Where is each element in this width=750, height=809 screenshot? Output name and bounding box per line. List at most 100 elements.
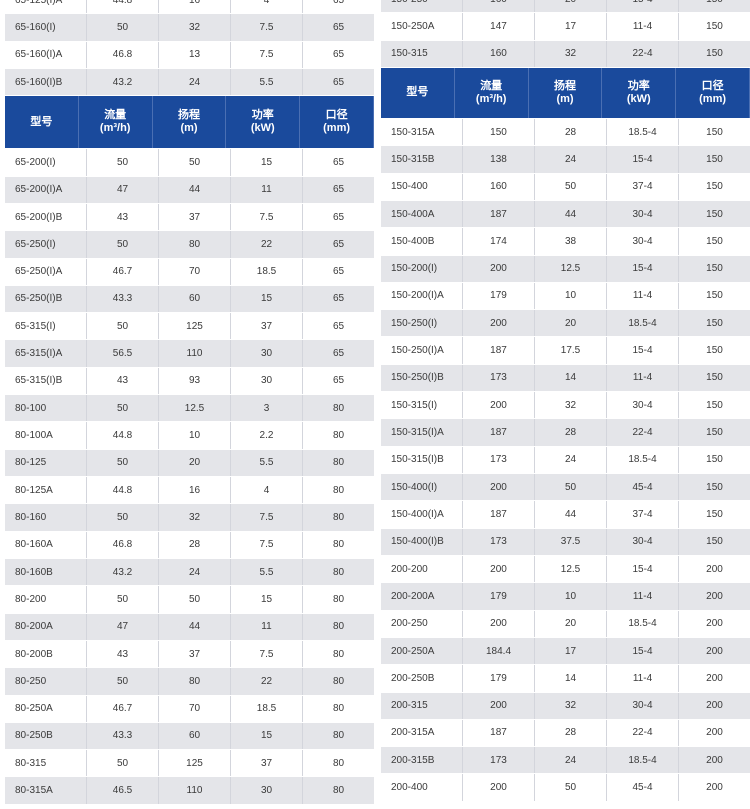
model-cell: 65-200(I)A [5,176,87,203]
model-cell: 200-250B [381,665,463,692]
head-cell: 17 [535,637,607,665]
header-head-line: 扬程 [177,109,200,122]
model-cell: 65-250(I)A [5,258,87,285]
diameter-cell: 150 [706,454,723,466]
head-cell: 10 [159,422,231,449]
flow-cell: 43 [87,203,159,231]
diameter-cell: 200 [706,700,723,712]
power-cell: 22-4 [607,40,679,67]
table-row: 150-200(I)A 179 10 11-4 150 [381,282,750,311]
table-row: 150-400B 174 38 30-4 150 [381,228,750,256]
model-cell: 150-400(I)B [381,528,463,555]
header-power-line: 功率 [251,109,274,122]
power-cell: 30 [231,340,303,367]
diameter-cell: 65 [332,184,345,196]
flow-cell: 43 [87,367,159,395]
flow-cell: 50 [87,14,159,41]
table-row: 150-315B 138 24 15-4 150 [381,146,750,174]
head-cell: 16 [159,0,231,14]
power-cell: 15-4 [607,337,679,364]
diameter-cell: 150 [706,153,723,165]
model-cell: 80-125A [5,477,87,504]
diameter-cell: 80 [332,675,345,687]
table-row: 65-200(I)A 47 44 11 65 [5,176,374,204]
power-cell: 4 [231,0,303,14]
power-cell: 15 [231,149,303,176]
power-cell: 22 [231,668,303,695]
table-row: 80-315A 46.5 110 30 80 [5,777,374,805]
flow-cell: 43 [87,640,159,668]
head-cell: 50 [159,586,231,613]
flow-cell: 43.2 [87,558,159,586]
head-cell: 14 [535,364,607,392]
diameter-cell: 150 [679,0,750,12]
model-cell: 65-315(I)B [5,367,87,395]
power-cell: 5.5 [231,449,303,476]
header-head-line: 扬程 [553,79,576,92]
model-cell: 200-200 [381,555,463,583]
header-diameter-line: (mm) [323,122,351,135]
power-cell: 7.5 [231,531,303,558]
power-cell: 15-4 [607,0,679,13]
head-cell: 24 [159,558,231,586]
head-cell: 12.5 [535,255,607,282]
header-model-line: 型号 [30,115,53,128]
power-cell: 15-4 [607,146,679,173]
header-diameter-line: (mm) [699,92,727,105]
head-cell: 44 [535,200,607,228]
model-cell: 150-250(I)A [381,337,463,364]
diameter-cell: 150 [706,536,723,548]
diameter-cell: 150 [706,20,723,32]
table-row: 150-250(I)B 173 14 11-4 150 [381,364,750,393]
head-cell: 12.5 [159,395,231,422]
power-cell: 15-4 [607,555,679,583]
model-cell: 80-200B [5,640,87,668]
header-diameter-line: 口径 [701,79,724,92]
power-cell: 18.5 [231,695,303,722]
power-cell: 4 [231,477,303,504]
diameter-cell: 150 [706,208,723,220]
header-model-line: 型号 [406,86,429,99]
power-cell: 22 [231,231,303,258]
head-cell: 44 [535,501,607,528]
flow-cell: 46.7 [87,695,159,722]
head-cell: 28 [535,419,607,446]
power-cell: 11-4 [607,583,679,610]
table-row: 200-315A 187 28 22-4 200 [381,719,750,748]
head-cell: 37 [159,203,231,231]
table-header-row: 型号 流量 (m³/h) 扬程 (m) 功率 (kW) 口径 (mm) [381,67,750,119]
table-row: 80-315 50 125 37 80 [5,750,374,778]
flow-cell: 44.8 [87,477,159,504]
table-row: 80-125 50 20 5.5 80 [5,449,374,477]
table-row: 200-200 200 12.5 15-4 200 [381,555,750,584]
diameter-cell: 65 [332,266,345,278]
model-cell: 200-250A [381,637,463,665]
table-row: 200-315B 173 24 18.5-4 200 [381,747,750,775]
flow-cell: 50 [87,668,159,695]
model-cell: 150-200(I) [381,255,463,282]
power-cell: 30-4 [607,392,679,419]
model-cell: 150-315A [381,118,463,146]
header-power: 功率 (kW) [602,67,677,118]
diameter-cell: 150 [706,126,723,138]
flow-cell: 200 [463,392,535,419]
diameter-cell: 200 [706,645,723,657]
flow-cell: 187 [463,419,535,446]
table-row: 80-160 50 32 7.5 80 [5,504,374,532]
table-row: 80-200B 43 37 7.5 80 [5,640,374,669]
header-flow: 流量 (m³/h) [79,96,153,149]
diameter-cell: 200 [706,782,723,794]
table-row: 150-400(I) 200 50 45-4 150 [381,474,750,502]
diameter-cell: 80 [332,621,345,633]
power-cell: 11-4 [607,364,679,392]
model-cell: 65-160(I) [5,14,87,41]
flow-cell: 44.8 [87,0,159,14]
model-cell: 65-315(I) [5,313,87,340]
header-head: 扬程 (m) [153,96,227,149]
power-cell: 18.5-4 [607,446,679,473]
header-flow-line: 流量 [104,109,127,122]
diameter-cell: 150 [706,372,723,384]
table-row: 200-250 200 20 18.5-4 200 [381,610,750,638]
flow-cell: 200 [463,774,535,801]
head-cell: 17.5 [535,337,607,364]
